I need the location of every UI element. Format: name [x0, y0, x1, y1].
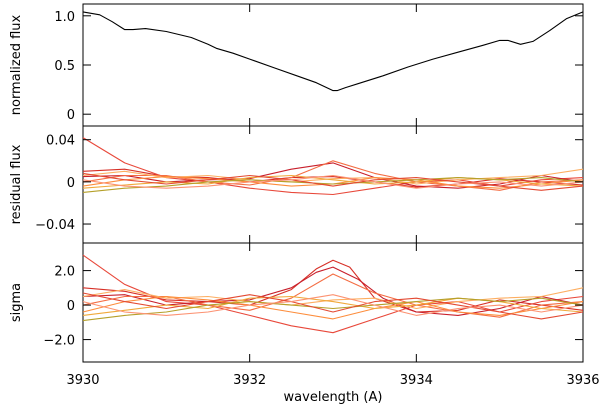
panel-frame-bottom [82, 242, 584, 363]
panel-frame-top [82, 3, 584, 127]
y-tick-label-bottom-2: 2.0 [54, 265, 75, 280]
series-line-top-0 [82, 11, 584, 92]
y-tick-label-top-1: 0.5 [54, 59, 75, 74]
x-tick-label-1: 3932 [233, 373, 266, 388]
series-line-middle-9 [82, 174, 584, 189]
series-line-bottom-7 [82, 297, 584, 322]
series-line-bottom-2 [82, 266, 584, 316]
y-tick-label-top-0: 0 [67, 108, 75, 123]
y-axis-title-middle: residual flux [9, 144, 24, 224]
x-tick-label-2: 3934 [400, 373, 433, 388]
x-tick-label-0: 3930 [66, 373, 99, 388]
series-line-middle-8 [82, 172, 584, 191]
y-tick-label-middle-0: −0.04 [35, 218, 75, 233]
series-line-bottom-5 [82, 295, 584, 320]
series-line-middle-4 [82, 168, 584, 185]
y-axis-title-top: normalized flux [9, 14, 24, 115]
x-axis-title: wavelength (A) [284, 390, 383, 405]
series-line-bottom-9 [82, 294, 584, 316]
y-axis-title-bottom: sigma [9, 283, 24, 322]
series-line-bottom-3 [82, 273, 584, 318]
series-line-middle-7 [82, 177, 584, 193]
y-tick-label-top-2: 1.0 [54, 10, 75, 25]
y-tick-label-bottom-1: 0 [67, 299, 75, 314]
series-line-bottom-0 [82, 259, 584, 313]
series-line-bottom-8 [82, 292, 584, 320]
y-tick-label-bottom-0: −2.0 [43, 334, 75, 349]
series-line-bottom-4 [82, 287, 584, 310]
x-tick-label-3: 3936 [566, 373, 599, 388]
y-tick-label-middle-1: 0 [67, 176, 75, 191]
series-line-middle-3 [82, 160, 584, 191]
y-tick-label-middle-2: 0.04 [46, 134, 75, 149]
